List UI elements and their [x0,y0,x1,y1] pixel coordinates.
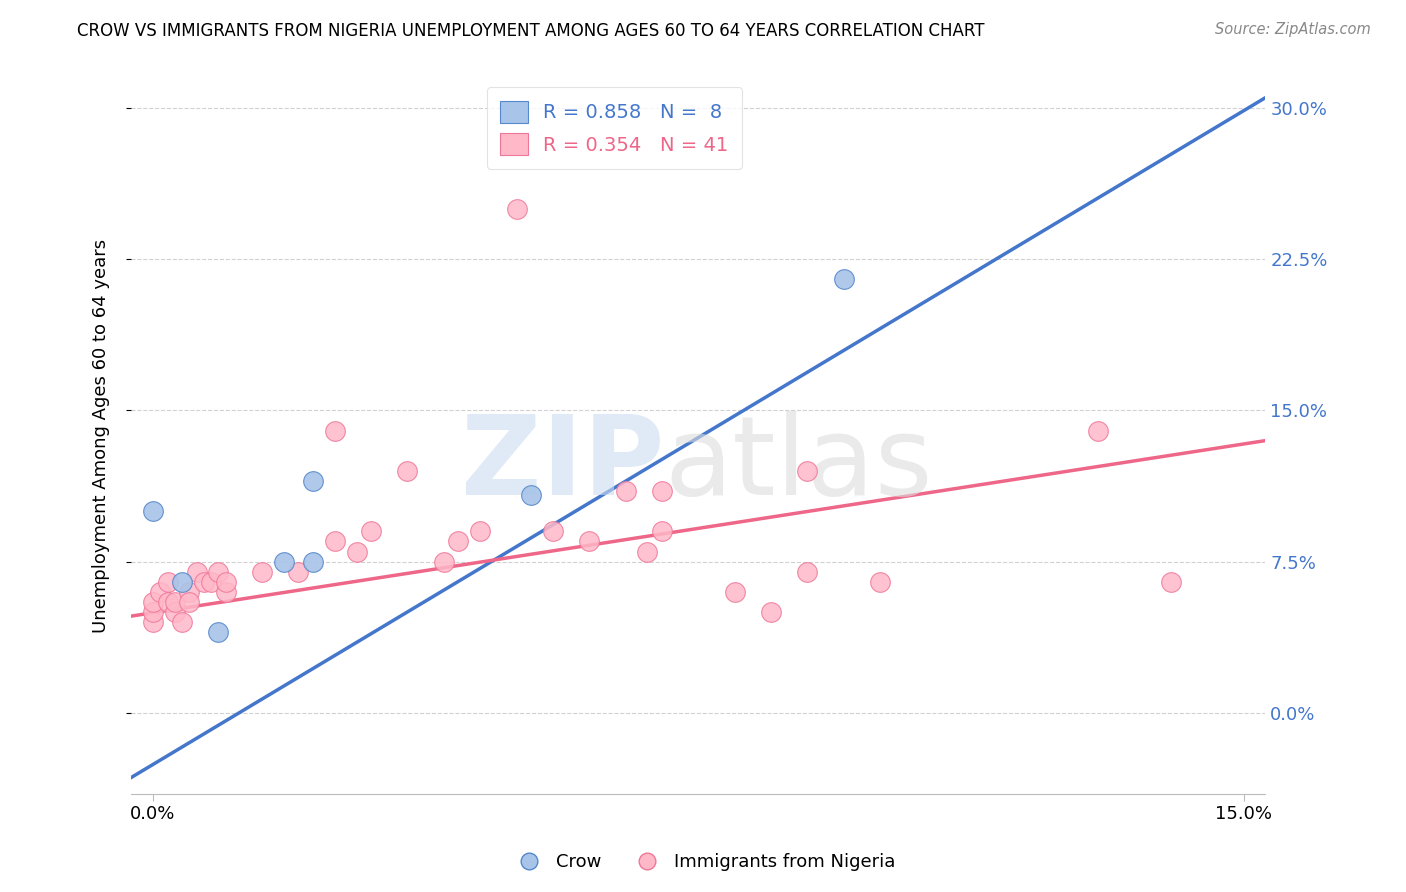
Point [541,524,564,539]
Point [207,565,229,579]
Point [207,625,229,640]
Point [323,424,346,438]
Point [433,555,456,569]
Point [796,565,818,579]
Text: ZIP: ZIP [461,410,664,517]
Point [142,595,165,609]
Point [193,574,215,589]
Point [142,504,165,518]
Point [360,524,382,539]
Point [142,615,165,630]
Point [614,483,637,498]
Point [273,555,295,569]
Point [869,574,891,589]
Point [651,524,673,539]
Point [578,534,600,549]
Point [170,574,193,589]
Point [186,565,208,579]
Point [832,272,855,286]
Point [163,605,186,619]
Point [724,585,747,599]
Point [1160,574,1182,589]
Point [149,585,172,599]
Point [170,615,193,630]
Point [520,488,543,502]
Legend: Crow, Immigrants from Nigeria: Crow, Immigrants from Nigeria [503,847,903,879]
Point [179,595,201,609]
Text: CROW VS IMMIGRANTS FROM NIGERIA UNEMPLOYMENT AMONG AGES 60 TO 64 YEARS CORRELATI: CROW VS IMMIGRANTS FROM NIGERIA UNEMPLOY… [77,22,984,40]
Point [651,483,673,498]
Legend: R = 0.858   N =  8, R = 0.354   N = 41: R = 0.858 N = 8, R = 0.354 N = 41 [486,87,742,169]
Point [796,464,818,478]
Point [156,595,179,609]
Point [636,544,658,558]
Text: atlas: atlas [664,410,932,517]
Point [142,605,165,619]
Point [179,585,201,599]
Point [323,534,346,549]
Y-axis label: Unemployment Among Ages 60 to 64 years: Unemployment Among Ages 60 to 64 years [93,238,110,632]
Point [396,464,419,478]
Point [759,605,782,619]
Point [163,595,186,609]
Point [156,574,179,589]
Point [447,534,470,549]
Point [215,585,238,599]
Text: Source: ZipAtlas.com: Source: ZipAtlas.com [1215,22,1371,37]
Point [250,565,273,579]
Point [200,574,222,589]
Point [302,474,325,488]
Point [505,202,527,216]
Point [215,574,238,589]
Point [287,565,309,579]
Point [1087,424,1109,438]
Point [470,524,492,539]
Point [346,544,368,558]
Point [302,555,325,569]
